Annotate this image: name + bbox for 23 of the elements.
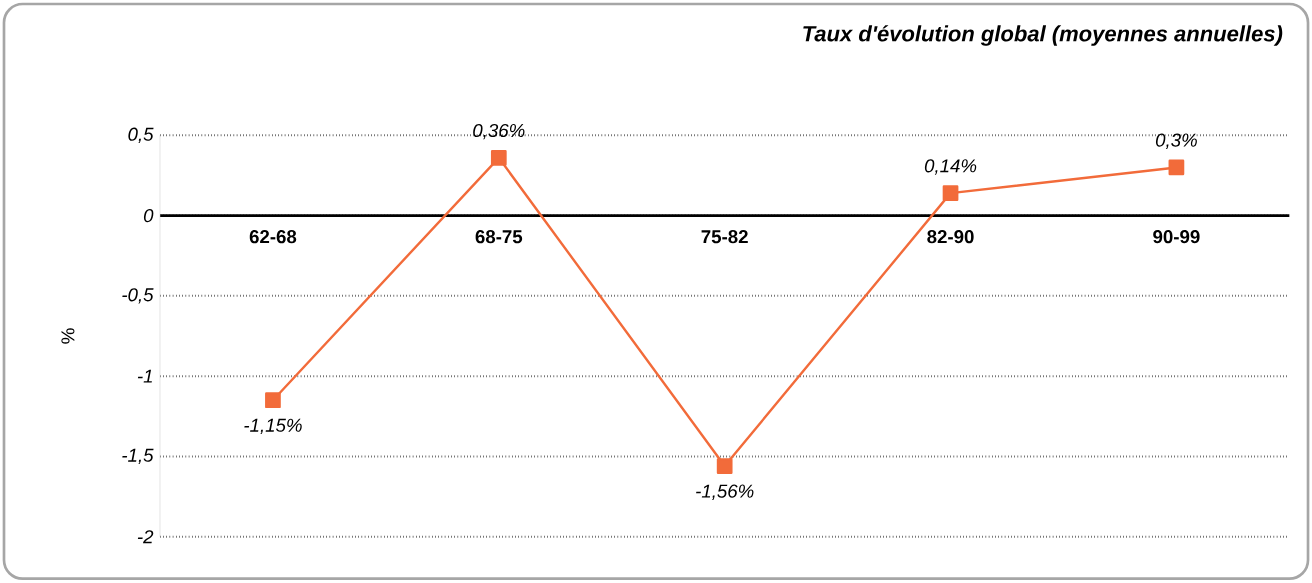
y-tick-label: 0,5: [128, 127, 154, 144]
x-tick-label: 82-90: [927, 230, 974, 244]
x-tick-label: 68-75: [475, 230, 523, 244]
data-label: 0,36%: [473, 124, 525, 140]
y-tick-label: -0,5: [122, 288, 154, 304]
data-label: -1,56%: [696, 484, 754, 501]
y-tick-label: -1,5: [122, 448, 154, 465]
data-label: -1,15%: [244, 418, 302, 435]
point: [942, 185, 959, 202]
y-tick-label: -2: [137, 530, 154, 544]
point: [1168, 159, 1185, 176]
y-tick-label: -1: [137, 369, 152, 383]
y-axis-title: %: [61, 328, 75, 344]
point: [490, 150, 507, 166]
point: [716, 458, 733, 475]
y-tick-label: 0: [143, 209, 154, 223]
data-label: 0,14%: [924, 159, 977, 175]
data-label: 0,3%: [1155, 133, 1197, 150]
x-tick-label: 62-68: [249, 230, 297, 244]
x-tick-label: 75-82: [701, 230, 748, 244]
chart-title: Taux d'évolution global (moyennes annuelles): [803, 25, 1283, 46]
x-tick-label: 90-99: [1153, 230, 1200, 244]
point: [265, 392, 281, 409]
